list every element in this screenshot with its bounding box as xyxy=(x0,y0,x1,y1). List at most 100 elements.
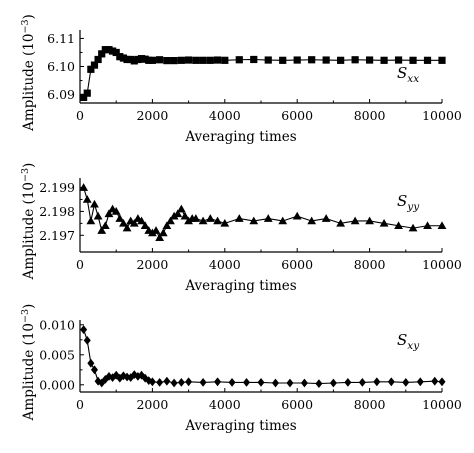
data-point xyxy=(191,214,201,222)
series-label-xy: Sxy xyxy=(397,331,420,352)
data-point xyxy=(79,183,89,191)
data-point xyxy=(344,378,352,387)
x-tick-label: 2000 xyxy=(136,108,168,123)
data-point xyxy=(336,218,346,227)
data-point xyxy=(321,214,331,222)
data-point xyxy=(250,55,258,64)
data-point xyxy=(163,376,171,386)
data-point xyxy=(351,56,359,64)
data-point xyxy=(94,55,102,64)
data-point xyxy=(155,233,165,241)
data-point xyxy=(379,218,389,227)
x-tick-label: 10000 xyxy=(422,257,462,272)
data-point xyxy=(214,377,222,387)
y-tick-label: 6.11 xyxy=(47,31,75,46)
data-point xyxy=(329,378,337,388)
y-axis-title: Amplitude (10−3) xyxy=(20,304,37,422)
data-point xyxy=(300,378,308,388)
data-point xyxy=(257,378,265,387)
data-point xyxy=(122,223,132,232)
data-point xyxy=(104,209,114,218)
data-point xyxy=(140,221,150,230)
data-point xyxy=(101,46,109,54)
data-point xyxy=(185,377,193,387)
data-point xyxy=(264,56,272,64)
data-point xyxy=(199,378,207,387)
data-point xyxy=(198,216,208,225)
x-tick-label: 8000 xyxy=(354,257,386,272)
data-point xyxy=(243,378,251,387)
y-tick-label: 6.10 xyxy=(47,59,75,74)
data-point xyxy=(234,214,244,222)
data-point xyxy=(358,378,366,387)
data-point xyxy=(408,223,418,232)
data-point xyxy=(130,57,138,65)
data-point xyxy=(170,57,178,65)
data-point xyxy=(83,336,91,345)
x-axis-title: Averaging times xyxy=(184,418,296,434)
data-point xyxy=(185,56,193,64)
data-point xyxy=(98,50,106,58)
y-tick-label: 0.005 xyxy=(39,347,75,362)
data-point xyxy=(315,379,323,388)
data-point xyxy=(111,207,121,215)
x-tick-label: 0 xyxy=(76,397,84,412)
data-point xyxy=(213,56,222,64)
data-point xyxy=(158,228,168,237)
data-point xyxy=(307,216,317,225)
series-line-yy xyxy=(83,187,442,239)
data-point xyxy=(416,377,424,387)
data-point xyxy=(87,358,95,368)
data-point xyxy=(438,377,446,387)
data-point xyxy=(366,56,374,64)
data-point xyxy=(221,56,229,64)
data-point xyxy=(228,378,236,387)
data-point xyxy=(90,61,99,69)
data-point xyxy=(177,378,185,387)
data-point xyxy=(409,56,417,64)
data-point xyxy=(137,55,146,63)
chart-panel-3: 0 2000 4000 6000 8000 10000 0.000 0.005 0.010 Ave… xyxy=(20,304,462,434)
data-point xyxy=(271,378,279,388)
data-point xyxy=(123,55,131,64)
x-tick-label: 10000 xyxy=(422,397,462,412)
data-point xyxy=(119,54,128,62)
data-point xyxy=(162,221,172,230)
data-point xyxy=(129,218,139,227)
x-axis-title: Averaging times xyxy=(184,129,296,145)
data-point xyxy=(83,89,91,97)
data-point xyxy=(163,57,171,65)
data-point xyxy=(173,209,183,218)
data-point xyxy=(98,378,106,388)
data-point xyxy=(293,56,301,64)
x-tick-label: 6000 xyxy=(281,257,313,272)
data-point xyxy=(127,55,135,64)
data-point xyxy=(263,214,273,222)
data-point xyxy=(105,46,113,54)
x-tick-label: 8000 xyxy=(354,397,386,412)
data-point xyxy=(278,216,288,225)
data-point xyxy=(394,221,403,230)
data-point xyxy=(373,377,381,387)
data-point xyxy=(437,221,447,230)
x-tick-label: 6000 xyxy=(281,108,313,123)
data-point xyxy=(206,56,214,64)
data-point xyxy=(177,56,185,64)
data-point xyxy=(108,47,117,55)
x-tick-label: 4000 xyxy=(209,397,241,412)
data-point xyxy=(148,56,156,64)
data-point xyxy=(423,56,432,64)
data-point xyxy=(402,378,410,387)
data-point xyxy=(308,56,316,64)
data-point xyxy=(431,376,439,386)
y-tick-label: 2.198 xyxy=(39,204,75,219)
data-point xyxy=(249,216,259,225)
data-point xyxy=(423,221,432,230)
data-point xyxy=(286,378,294,388)
data-point xyxy=(199,56,207,64)
data-point xyxy=(180,211,190,220)
data-point xyxy=(184,216,193,225)
y-axis-title: Amplitude (10−3) xyxy=(20,163,37,281)
data-point xyxy=(220,218,230,227)
